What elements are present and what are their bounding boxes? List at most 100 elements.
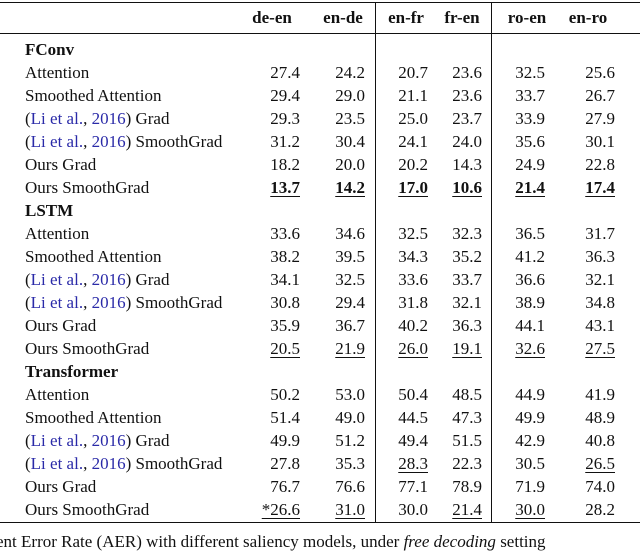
column-header: en-ro <box>568 8 608 27</box>
cell: 26.5 <box>585 454 615 473</box>
cell: 19.1 <box>452 339 482 358</box>
cell: 24.1 <box>398 132 428 151</box>
cell: 30.0 <box>398 500 428 519</box>
cell: 53.0 <box>335 385 365 404</box>
citation-link: Li et al. <box>30 270 84 289</box>
cell: 44.9 <box>515 385 545 404</box>
label-text: ) Grad <box>125 109 170 128</box>
label-text: ) Grad <box>125 431 170 450</box>
label-text: ) SmoothGrad <box>125 132 223 151</box>
cell: 77.1 <box>398 477 428 496</box>
cell: 34.1 <box>270 270 300 289</box>
row-label: (Li et al., 2016) SmoothGrad <box>25 293 222 313</box>
cell: 41.2 <box>515 247 545 266</box>
cell: 35.3 <box>335 454 365 473</box>
citation-link: 2016 <box>91 270 126 289</box>
cell: 47.3 <box>452 408 482 427</box>
cell: 31.2 <box>270 132 300 151</box>
cell: 33.7 <box>452 270 482 289</box>
cell: 30.8 <box>270 293 300 312</box>
cell: 14.2 <box>335 178 365 197</box>
column-divider <box>491 2 492 522</box>
cell: 71.9 <box>515 477 545 496</box>
cell: 25.6 <box>585 63 615 82</box>
cell: 76.7 <box>270 477 300 496</box>
label-text: Attention <box>25 385 90 404</box>
cell: 31.7 <box>585 224 615 243</box>
row-label: (Li et al., 2016) Grad <box>25 109 169 129</box>
cell: 30.1 <box>585 132 615 151</box>
caption-text: free decoding <box>403 532 496 551</box>
cell: 32.5 <box>398 224 428 243</box>
group-header: Transformer <box>25 362 119 381</box>
top-rule <box>0 2 640 3</box>
label-text: , <box>83 109 92 128</box>
row-label: Attention <box>25 63 89 83</box>
cell: 74.0 <box>585 477 615 496</box>
cell: 35.9 <box>270 316 300 335</box>
label-text: Ours Grad <box>25 155 97 174</box>
cell: 28.2 <box>585 500 615 519</box>
label-text: ( <box>25 293 31 312</box>
label-text: , <box>83 431 92 450</box>
cell: 24.9 <box>515 155 545 174</box>
label-text: Attention <box>25 224 90 243</box>
cell: 18.2 <box>270 155 300 174</box>
citation-link: Li et al. <box>30 132 84 151</box>
row-label: Ours SmoothGrad <box>25 178 149 198</box>
cell: 23.5 <box>335 109 365 128</box>
label-text: Smoothed Attention <box>25 408 162 427</box>
cell: 40.8 <box>585 431 615 450</box>
citation-link: 2016 <box>91 293 126 312</box>
cell: 34.6 <box>335 224 365 243</box>
column-header: en-de <box>323 8 363 27</box>
label-text: , <box>83 454 92 473</box>
cell: 17.4 <box>585 178 615 197</box>
cell: 44.5 <box>398 408 428 427</box>
cell: 13.7 <box>270 178 300 197</box>
cell: 29.4 <box>335 293 365 312</box>
label-text: ) SmoothGrad <box>125 293 223 312</box>
cell: 21.1 <box>398 86 428 105</box>
citation-link: 2016 <box>91 431 126 450</box>
cell: 30.0 <box>515 500 545 519</box>
row-label: Attention <box>25 385 89 405</box>
cell: 24.2 <box>335 63 365 82</box>
cell: 30.4 <box>335 132 365 151</box>
cell: 29.0 <box>335 86 365 105</box>
label-text: Smoothed Attention <box>25 86 162 105</box>
row-label: Ours Grad <box>25 477 96 497</box>
cell: 48.9 <box>585 408 615 427</box>
cell: 49.9 <box>515 408 545 427</box>
cell: 22.3 <box>452 454 482 473</box>
cell: 32.3 <box>452 224 482 243</box>
citation-link: Li et al. <box>30 109 84 128</box>
cell: 26.7 <box>585 86 615 105</box>
column-header: de-en <box>252 8 292 27</box>
cell: 17.0 <box>398 178 428 197</box>
row-label: Ours Grad <box>25 316 96 336</box>
cell: 36.6 <box>515 270 545 289</box>
label-text: Ours SmoothGrad <box>25 178 150 197</box>
cell: 30.5 <box>515 454 545 473</box>
caption: ent Error Rate (AER) with different sali… <box>0 532 546 551</box>
cell: 32.5 <box>335 270 365 289</box>
label-text: ( <box>25 109 31 128</box>
cell: 29.3 <box>270 109 300 128</box>
group-header: LSTM <box>25 201 74 220</box>
row-label: (Li et al., 2016) SmoothGrad <box>25 454 222 474</box>
label-text: Attention <box>25 63 90 82</box>
cell: 26.0 <box>398 339 428 358</box>
label-text: , <box>83 132 92 151</box>
cell: 42.9 <box>515 431 545 450</box>
cell: 25.0 <box>398 109 428 128</box>
cell: 31.0 <box>335 500 365 519</box>
cell: 36.3 <box>452 316 482 335</box>
citation-link: Li et al. <box>30 454 84 473</box>
cell: *26.6 <box>261 500 300 519</box>
cell: 20.7 <box>398 63 428 82</box>
cell: 38.9 <box>515 293 545 312</box>
label-text: ( <box>25 270 31 289</box>
cell: 21.4 <box>515 178 545 197</box>
